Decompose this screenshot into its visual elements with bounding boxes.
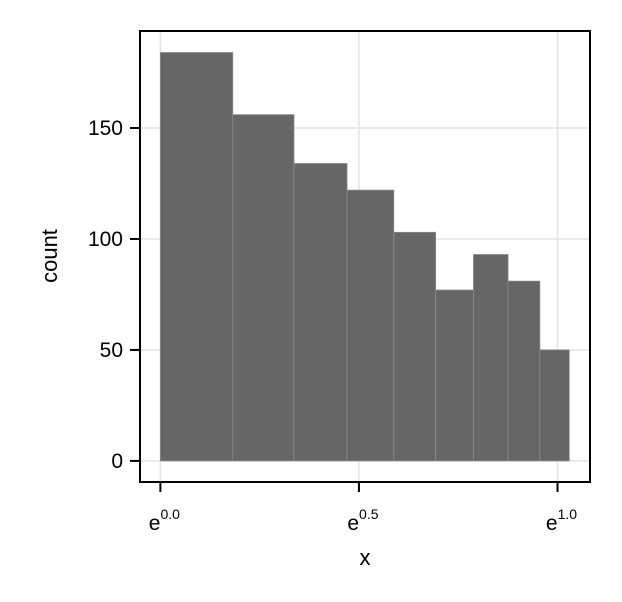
histogram-bar <box>473 254 509 462</box>
y-tick-label: 100 <box>88 228 123 251</box>
x-tick-label: e0.0 <box>149 506 180 535</box>
histogram-bar <box>346 189 395 462</box>
bars <box>159 52 570 462</box>
y-axis-label: count <box>37 229 62 283</box>
histogram-bar <box>507 280 541 462</box>
y-tick-label: 50 <box>100 339 123 362</box>
y-axis: 0 50 100 150 <box>88 117 140 473</box>
plot-frame <box>139 30 591 483</box>
histogram-bar <box>159 52 234 462</box>
histogram-bar <box>435 289 474 462</box>
histogram-bar <box>293 163 348 462</box>
x-tick-label: e1.0 <box>546 506 577 535</box>
y-tick-label: 0 <box>111 450 123 473</box>
x-tick-label: e0.5 <box>347 506 378 535</box>
histogram-bar <box>393 231 437 462</box>
x-axis-label: x <box>360 545 371 570</box>
histogram-bar <box>232 114 295 462</box>
x-axis: e0.0 e0.5 e1.0 <box>149 482 577 535</box>
histogram-bar <box>539 349 570 462</box>
y-tick-label: 150 <box>88 117 123 140</box>
